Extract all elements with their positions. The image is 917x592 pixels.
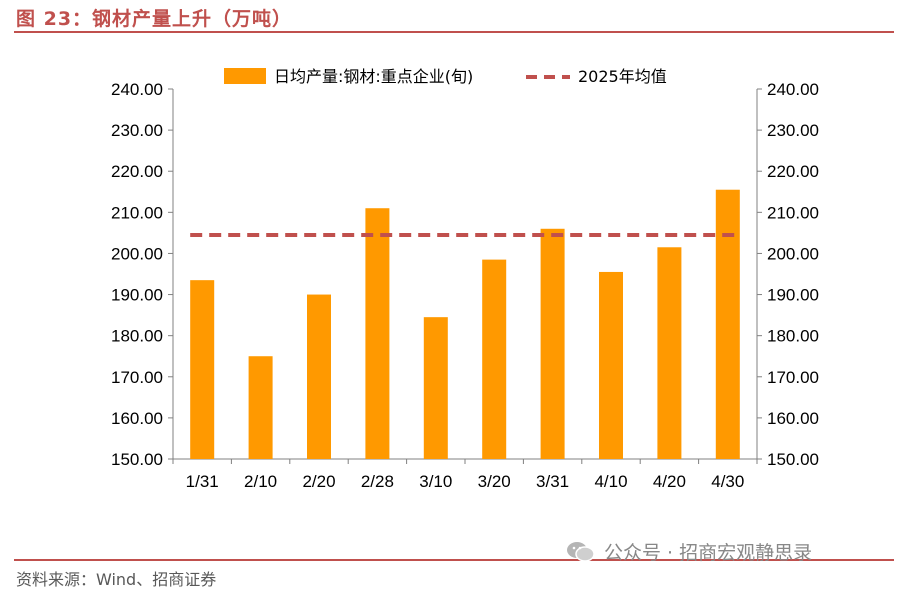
legend-label-bar: 日均产量:钢材:重点企业(旬) xyxy=(274,67,473,86)
y-tick-label-right: 240.00 xyxy=(767,80,819,99)
y-tick-label-right: 170.00 xyxy=(767,368,819,387)
bars xyxy=(190,189,740,459)
tick-labels: 150.00 160.00 170.00 180.00 190.00 200.00 210.… xyxy=(111,80,819,491)
x-tick-label: 4/10 xyxy=(594,472,627,491)
y-tick-label-right: 220.00 xyxy=(767,162,819,181)
x-tick-label: 2/10 xyxy=(244,472,277,491)
watermark-text: 公众号 · 招商宏观静思录 xyxy=(604,542,813,564)
legend-label-line: 2025年均值 xyxy=(578,67,667,86)
watermark: 公众号 · 招商宏观静思录 xyxy=(566,538,812,565)
source-note: 资料来源：Wind、招商证券 xyxy=(16,570,217,589)
y-tick-label-left: 220.00 xyxy=(111,162,163,181)
y-tick-label-left: 230.00 xyxy=(111,121,163,140)
y-tick-label-left: 240.00 xyxy=(111,80,163,99)
y-tick-label-right: 190.00 xyxy=(767,286,819,305)
y-tick-label-left: 200.00 xyxy=(111,244,163,263)
bar xyxy=(599,271,623,459)
bar xyxy=(248,356,273,459)
title-rule xyxy=(14,31,894,33)
x-tick-label: 3/31 xyxy=(536,472,569,491)
bar xyxy=(190,280,215,459)
x-tick-label: 2/28 xyxy=(361,472,394,491)
y-tick-label-left: 150.00 xyxy=(111,450,163,469)
bar xyxy=(482,259,507,459)
y-tick-label-right: 210.00 xyxy=(767,203,819,222)
y-tick-label-right: 150.00 xyxy=(767,450,819,469)
wechat-icon xyxy=(567,541,595,562)
y-tick-label-right: 200.00 xyxy=(767,244,819,263)
y-tick-label-left: 170.00 xyxy=(111,368,163,387)
y-tick-label-right: 160.00 xyxy=(767,409,819,428)
x-tick-label: 1/31 xyxy=(186,472,219,491)
bar xyxy=(307,294,331,459)
y-tick-label-right: 230.00 xyxy=(767,121,819,140)
bar xyxy=(715,189,740,459)
bar xyxy=(540,228,565,459)
legend-swatch-bar xyxy=(224,68,266,84)
x-tick-label: 4/20 xyxy=(653,472,686,491)
y-tick-label-left: 180.00 xyxy=(111,327,163,346)
legend: 日均产量:钢材:重点企业(旬) 2025年均值 xyxy=(224,67,667,86)
y-tick-label-left: 160.00 xyxy=(111,409,163,428)
bar xyxy=(365,208,390,459)
x-tick-label: 4/30 xyxy=(711,472,744,491)
x-tick-label: 2/20 xyxy=(302,472,335,491)
y-tick-label-left: 190.00 xyxy=(111,286,163,305)
footer-rule xyxy=(14,559,894,561)
bar xyxy=(657,247,682,459)
y-tick-label-right: 180.00 xyxy=(767,327,819,346)
x-tick-label: 3/20 xyxy=(478,472,511,491)
y-tick-label-left: 210.00 xyxy=(111,203,163,222)
x-tick-label: 3/10 xyxy=(419,472,452,491)
figure-title: 图 23：钢材产量上升（万吨） xyxy=(16,8,293,30)
bar xyxy=(423,317,448,459)
